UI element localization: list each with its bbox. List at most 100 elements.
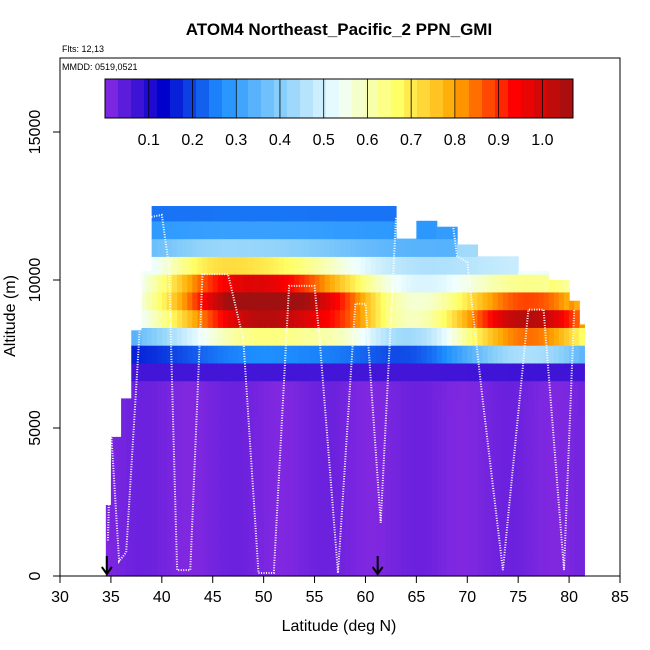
heatmap-cell — [436, 226, 443, 240]
colorbar-segment — [547, 79, 561, 118]
heatmap-cell — [207, 433, 214, 453]
heatmap-cell — [182, 558, 188, 577]
heatmap-cell — [309, 451, 316, 471]
heatmap-cell — [309, 469, 316, 488]
heatmap-cell — [497, 558, 504, 577]
heatmap-cell — [182, 451, 188, 471]
heatmap-cell — [182, 220, 188, 240]
heatmap-cell — [558, 309, 565, 328]
colorbar-segment — [430, 79, 444, 118]
heatmap-cell — [294, 291, 300, 311]
heatmap-cell — [411, 451, 417, 471]
heatmap-cell — [278, 451, 285, 471]
heatmap-cell — [324, 238, 331, 257]
heatmap-cell — [375, 433, 382, 453]
heatmap-cell — [156, 362, 163, 382]
heatmap-cell — [340, 398, 346, 417]
heatmap-cell — [390, 206, 397, 222]
heatmap-cell — [222, 274, 229, 293]
heatmap-cell — [533, 327, 540, 346]
heatmap-cell — [309, 220, 316, 240]
heatmap-cell — [263, 327, 270, 346]
heatmap-cell — [350, 451, 356, 471]
heatmap-cell — [426, 558, 433, 577]
heatmap-cell — [533, 451, 540, 471]
heatmap-cell — [558, 558, 565, 577]
colorbar-segment — [144, 79, 158, 118]
heatmap-cell — [492, 487, 499, 506]
heatmap-cell — [151, 291, 158, 311]
heatmap-cell — [380, 256, 387, 275]
heatmap-cell — [253, 238, 260, 257]
heatmap-cell — [533, 416, 540, 435]
heatmap-cell — [345, 398, 351, 417]
y-tick-label: 5000 — [27, 410, 44, 446]
colorbar-segment — [157, 79, 171, 118]
heatmap-cell — [350, 469, 356, 488]
heatmap-cell — [518, 416, 524, 435]
heatmap-cell — [431, 256, 438, 275]
heatmap-cell — [365, 220, 372, 240]
heatmap-cell — [380, 309, 387, 328]
colorbar-segment — [534, 79, 548, 118]
heatmap-cell — [406, 433, 412, 453]
heatmap-cell — [446, 487, 453, 506]
heatmap-cell — [228, 522, 234, 542]
heatmap-cell — [151, 398, 158, 417]
heatmap-cell — [492, 256, 499, 275]
x-tick-label: 65 — [407, 589, 425, 606]
heatmap-cell — [365, 291, 372, 311]
heatmap-cell — [365, 345, 372, 364]
heatmap-cell — [131, 416, 137, 435]
heatmap-cell — [334, 238, 341, 257]
heatmap-cell — [543, 416, 550, 435]
heatmap-cell — [156, 238, 163, 257]
heatmap-cell — [187, 504, 193, 524]
heatmap-cell — [390, 416, 397, 435]
heatmap-cell — [222, 487, 229, 506]
heatmap-cell — [401, 416, 407, 435]
heatmap-cell — [558, 280, 565, 293]
heatmap-cell — [360, 362, 367, 382]
heatmap-cell — [436, 522, 443, 542]
heatmap-cell — [156, 433, 163, 453]
heatmap-cell — [263, 309, 270, 328]
heatmap-cell — [166, 558, 173, 577]
heatmap-cell — [217, 274, 224, 293]
heatmap-cell — [446, 398, 453, 417]
heatmap-cell — [151, 540, 158, 559]
heatmap-cell — [212, 540, 219, 559]
heatmap-cell — [370, 206, 377, 222]
heatmap-cell — [319, 558, 326, 577]
heatmap-cell — [172, 540, 178, 559]
heatmap-cell — [131, 558, 137, 577]
colorbar-segment — [196, 79, 210, 118]
heatmap-cell — [487, 309, 494, 328]
heatmap-cell — [477, 398, 484, 417]
heatmap-cell — [401, 256, 407, 275]
heatmap-cell — [497, 469, 504, 488]
heatmap-cell — [401, 345, 407, 364]
heatmap-cell — [197, 362, 204, 382]
heatmap-cell — [329, 238, 336, 257]
heatmap-cell — [360, 220, 367, 240]
heatmap-cell — [421, 309, 428, 328]
colorbar-tick-label: 0.8 — [444, 132, 466, 149]
heatmap-cell — [523, 380, 529, 399]
heatmap-cell — [177, 238, 183, 257]
heatmap-cell — [502, 362, 509, 382]
heatmap-cell — [151, 220, 158, 240]
heatmap-cell — [452, 433, 458, 453]
heatmap-cell — [319, 206, 326, 222]
heatmap-cell — [187, 220, 193, 240]
heatmap-cell — [579, 487, 585, 506]
heatmap-cell — [233, 309, 239, 328]
heatmap-cell — [228, 327, 234, 346]
colorbar-segment — [560, 79, 574, 118]
heatmap-cell — [177, 380, 183, 399]
heatmap-cell — [151, 416, 158, 435]
heatmap-cell — [421, 345, 428, 364]
heatmap-cell — [457, 327, 463, 346]
heatmap-cell — [375, 398, 382, 417]
heatmap-cell — [457, 380, 463, 399]
